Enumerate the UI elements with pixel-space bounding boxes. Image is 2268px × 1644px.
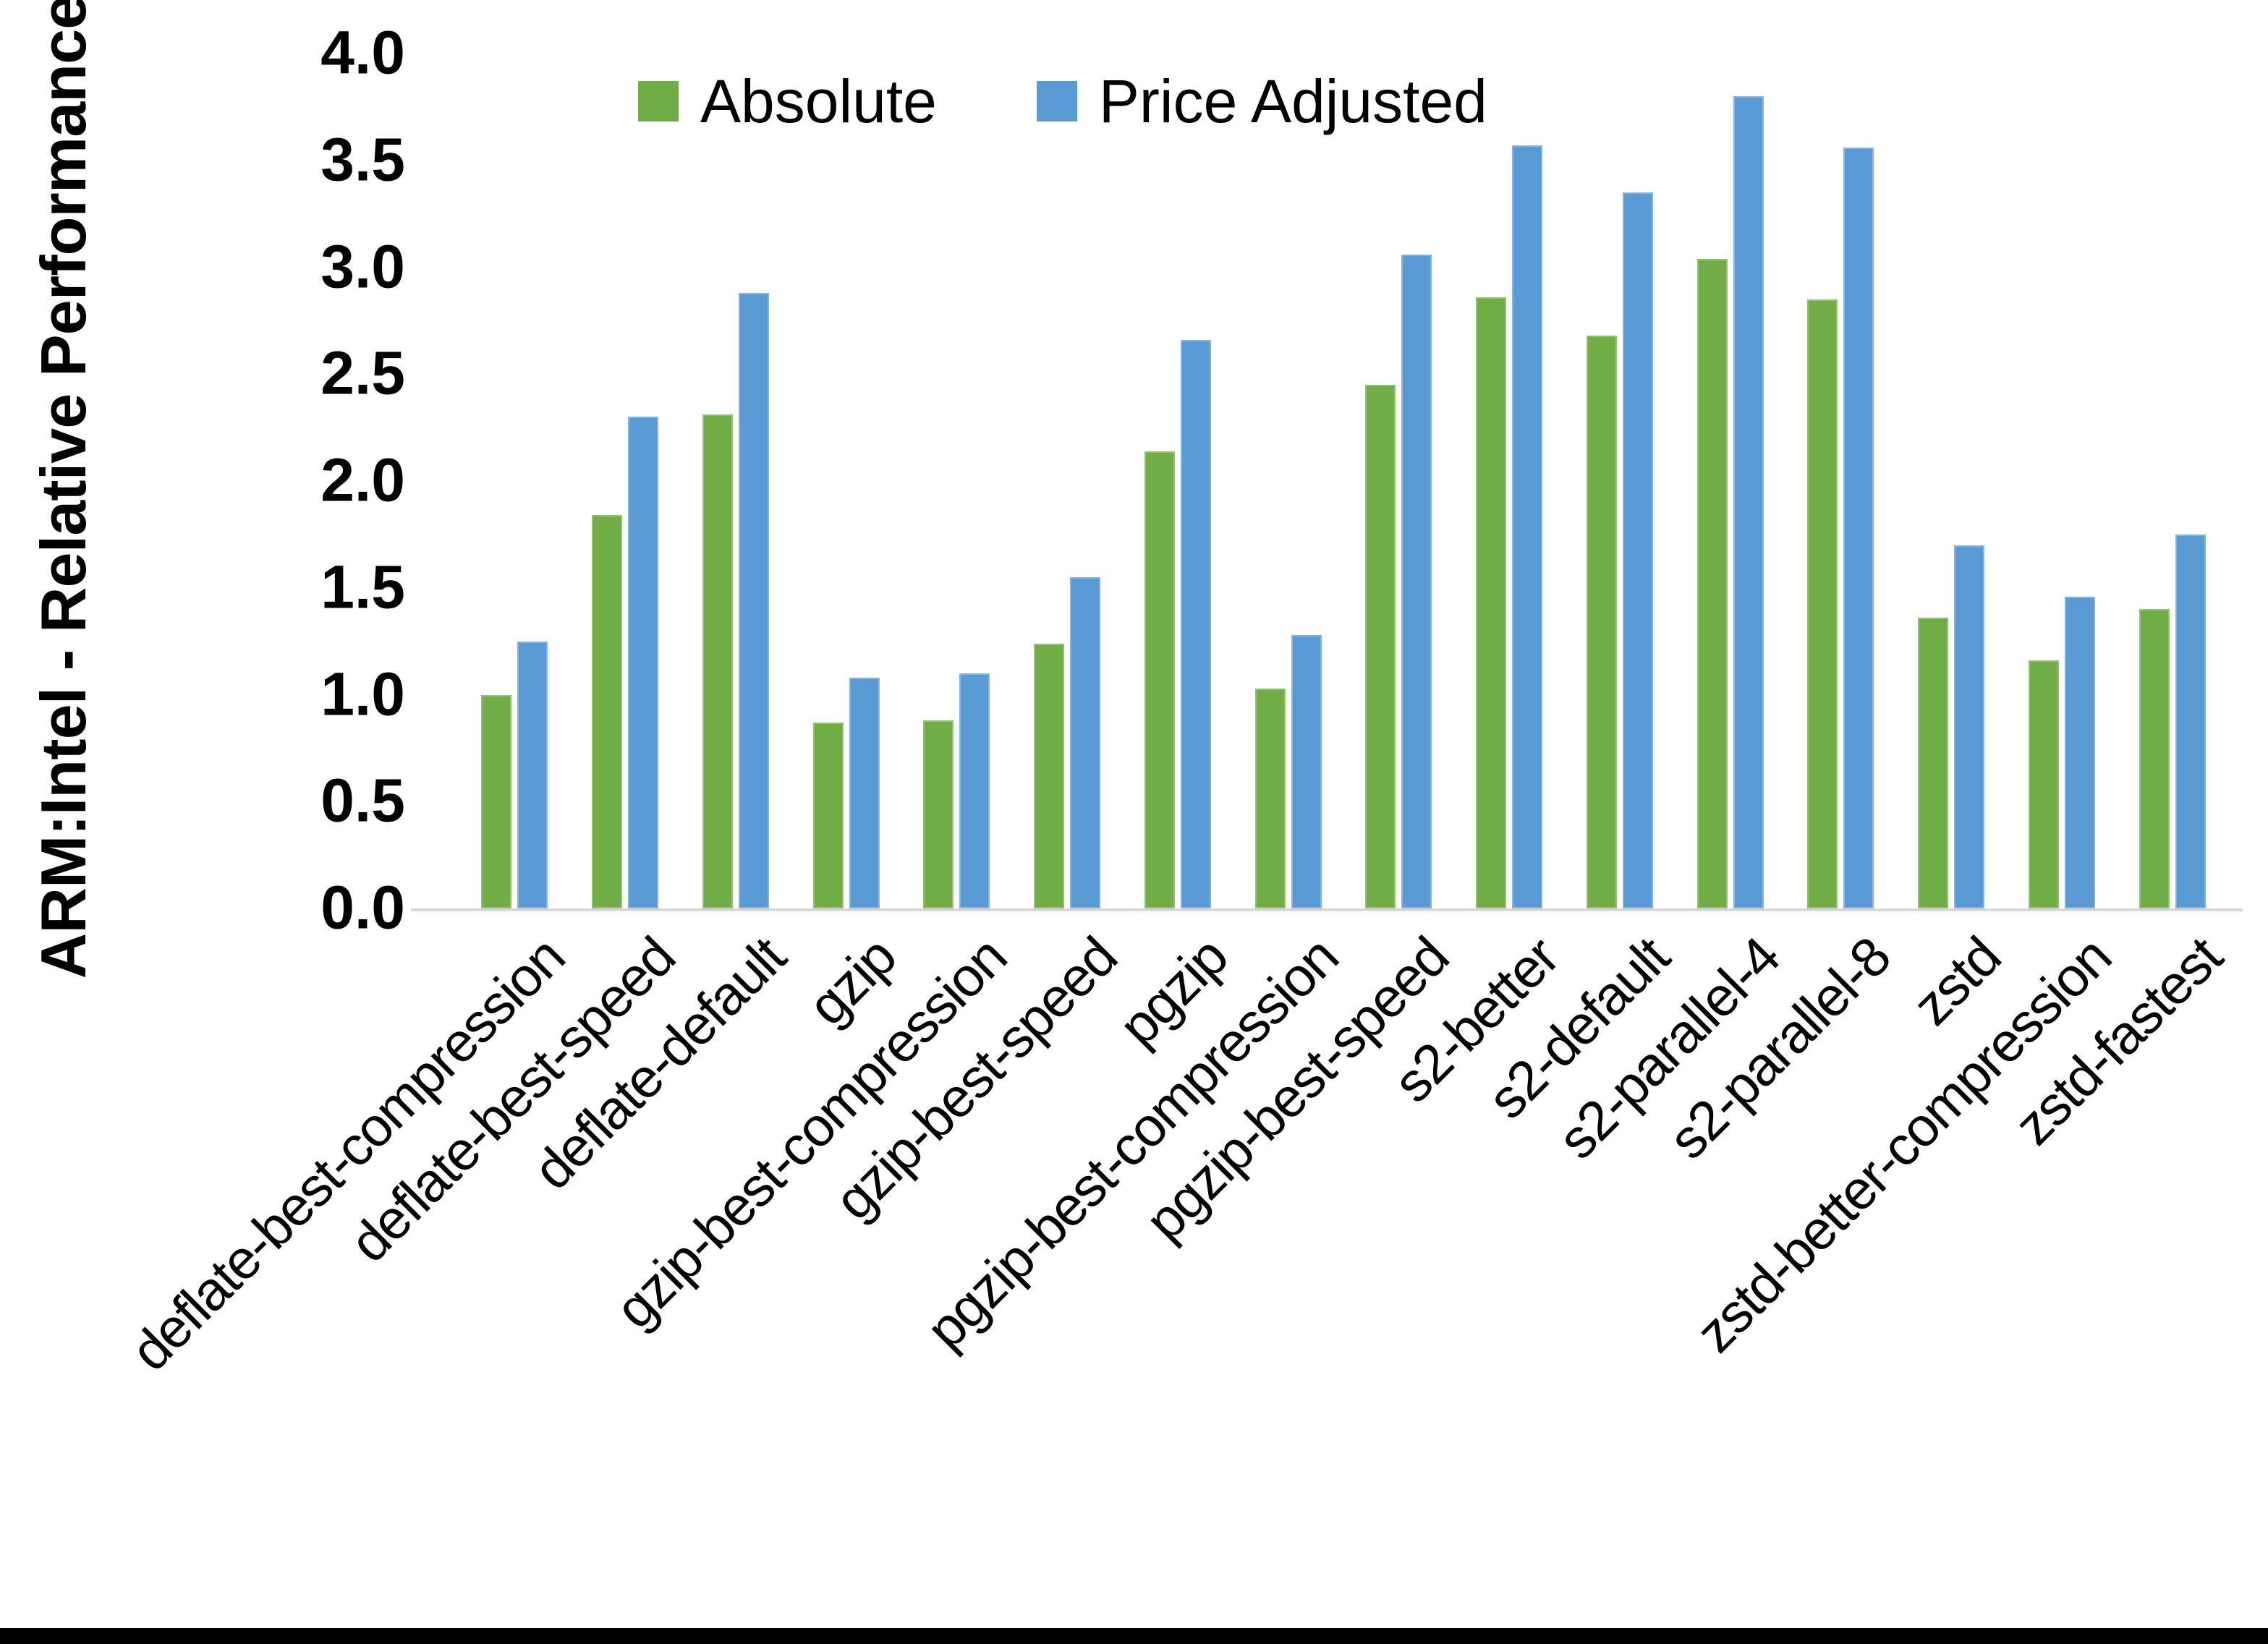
- bar-absolute: [1696, 258, 1728, 908]
- bar-price-adjusted: [1733, 96, 1764, 908]
- x-axis-label: deflate-best-compression: [119, 926, 576, 1383]
- y-axis-tick-label: 1.5: [320, 553, 405, 621]
- legend-item-absolute: Absolute: [638, 71, 937, 132]
- bar-price-adjusted: [849, 677, 880, 908]
- bar-absolute: [1476, 297, 1507, 908]
- bar-price-adjusted: [1843, 148, 1874, 908]
- bar-absolute: [1918, 618, 1949, 908]
- bar-absolute: [923, 720, 954, 908]
- legend-item-price-adjusted: Price Adjusted: [1036, 67, 1487, 135]
- bar-price-adjusted: [628, 417, 659, 908]
- y-axis-tick-label: 4.0: [320, 18, 405, 87]
- legend-swatch-price-adjusted-icon: [1036, 81, 1077, 122]
- bar-price-adjusted: [517, 641, 548, 908]
- bar-absolute: [592, 515, 623, 908]
- plot-area: [459, 54, 2227, 908]
- y-axis-tick-label: 0.0: [320, 873, 405, 942]
- bar-absolute: [1586, 336, 1617, 908]
- bar-price-adjusted: [1954, 545, 1985, 908]
- legend-label-absolute: Absolute: [700, 67, 937, 135]
- bar-absolute: [2139, 609, 2170, 908]
- y-axis-tick-label: 3.0: [320, 231, 405, 300]
- window-bottom-border: [0, 1628, 2268, 1644]
- bar-price-adjusted: [1622, 192, 1653, 908]
- y-axis-tick-label: 2.5: [320, 338, 405, 407]
- bar-price-adjusted: [2064, 596, 2095, 908]
- y-axis-tick-label: 2.0: [320, 446, 405, 514]
- legend-swatch-absolute-icon: [638, 81, 679, 122]
- bar-price-adjusted: [1401, 254, 1432, 908]
- bar-absolute: [1807, 299, 1838, 908]
- bar-price-adjusted: [1070, 576, 1101, 908]
- bar-absolute: [1254, 688, 1286, 908]
- bar-price-adjusted: [1512, 145, 1543, 908]
- bar-absolute: [481, 694, 512, 908]
- bar-absolute: [1365, 385, 1396, 908]
- bar-price-adjusted: [1180, 339, 1211, 908]
- y-axis-tick-label: 0.5: [320, 766, 405, 835]
- legend: Absolute Price Adjusted: [638, 71, 1487, 132]
- bar-price-adjusted: [959, 673, 990, 908]
- bar-absolute: [812, 722, 844, 908]
- bar-absolute: [1144, 451, 1175, 908]
- y-axis-tick-label: 1.0: [320, 659, 405, 728]
- bar-price-adjusted: [2175, 534, 2206, 908]
- y-axis-title: ARM:Intel - Relative Performance: [27, 0, 99, 979]
- legend-label-price-adjusted: Price Adjusted: [1098, 67, 1487, 135]
- bar-absolute: [2028, 660, 2059, 908]
- y-axis-tick-label: 3.5: [320, 125, 405, 194]
- bar-absolute: [702, 414, 733, 908]
- bar-price-adjusted: [738, 292, 769, 908]
- bar-absolute: [1034, 643, 1065, 908]
- x-axis-line: [411, 908, 2243, 911]
- bar-price-adjusted: [1291, 634, 1322, 908]
